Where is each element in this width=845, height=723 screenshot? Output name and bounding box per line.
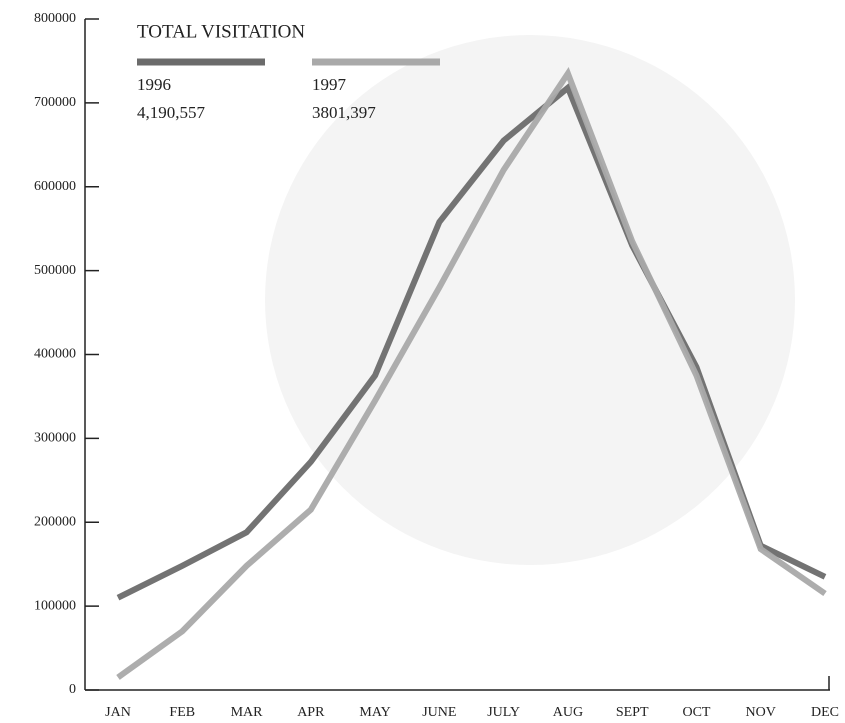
- x-tick-label: AUG: [553, 705, 583, 720]
- y-tick-label: 500000: [34, 263, 76, 278]
- x-tick-label: JULY: [487, 705, 520, 720]
- y-tick-label: 600000: [34, 179, 76, 194]
- y-tick-label: 800000: [34, 11, 76, 26]
- chart-title: TOTAL VISITATION: [137, 21, 305, 42]
- x-tick-label: SEPT: [616, 705, 649, 720]
- y-tick-label: 0: [69, 682, 76, 697]
- y-tick-label: 100000: [34, 598, 76, 613]
- x-tick-label: APR: [297, 705, 325, 720]
- x-tick-label: JUNE: [422, 705, 456, 720]
- x-tick-label: NOV: [746, 705, 776, 720]
- x-tick-label: FEB: [169, 705, 195, 720]
- legend-label: 1997: [312, 75, 347, 94]
- y-tick-label: 700000: [34, 95, 76, 110]
- x-tick-label: MAY: [359, 705, 390, 720]
- y-tick-label: 200000: [34, 514, 76, 529]
- legend-label: 1996: [137, 75, 171, 94]
- x-tick-label: MAR: [231, 705, 264, 720]
- x-tick-label: DEC: [811, 705, 839, 720]
- legend-total: 3801,397: [312, 103, 376, 122]
- legend-total: 4,190,557: [137, 103, 206, 122]
- y-tick-label: 300000: [34, 431, 76, 446]
- chart: TOTAL VISITATION 0 100000 200000 300000 4000…: [0, 0, 845, 723]
- y-tick-label: 400000: [34, 347, 76, 362]
- x-tick-label: OCT: [682, 705, 710, 720]
- x-tick-label: JAN: [105, 705, 131, 720]
